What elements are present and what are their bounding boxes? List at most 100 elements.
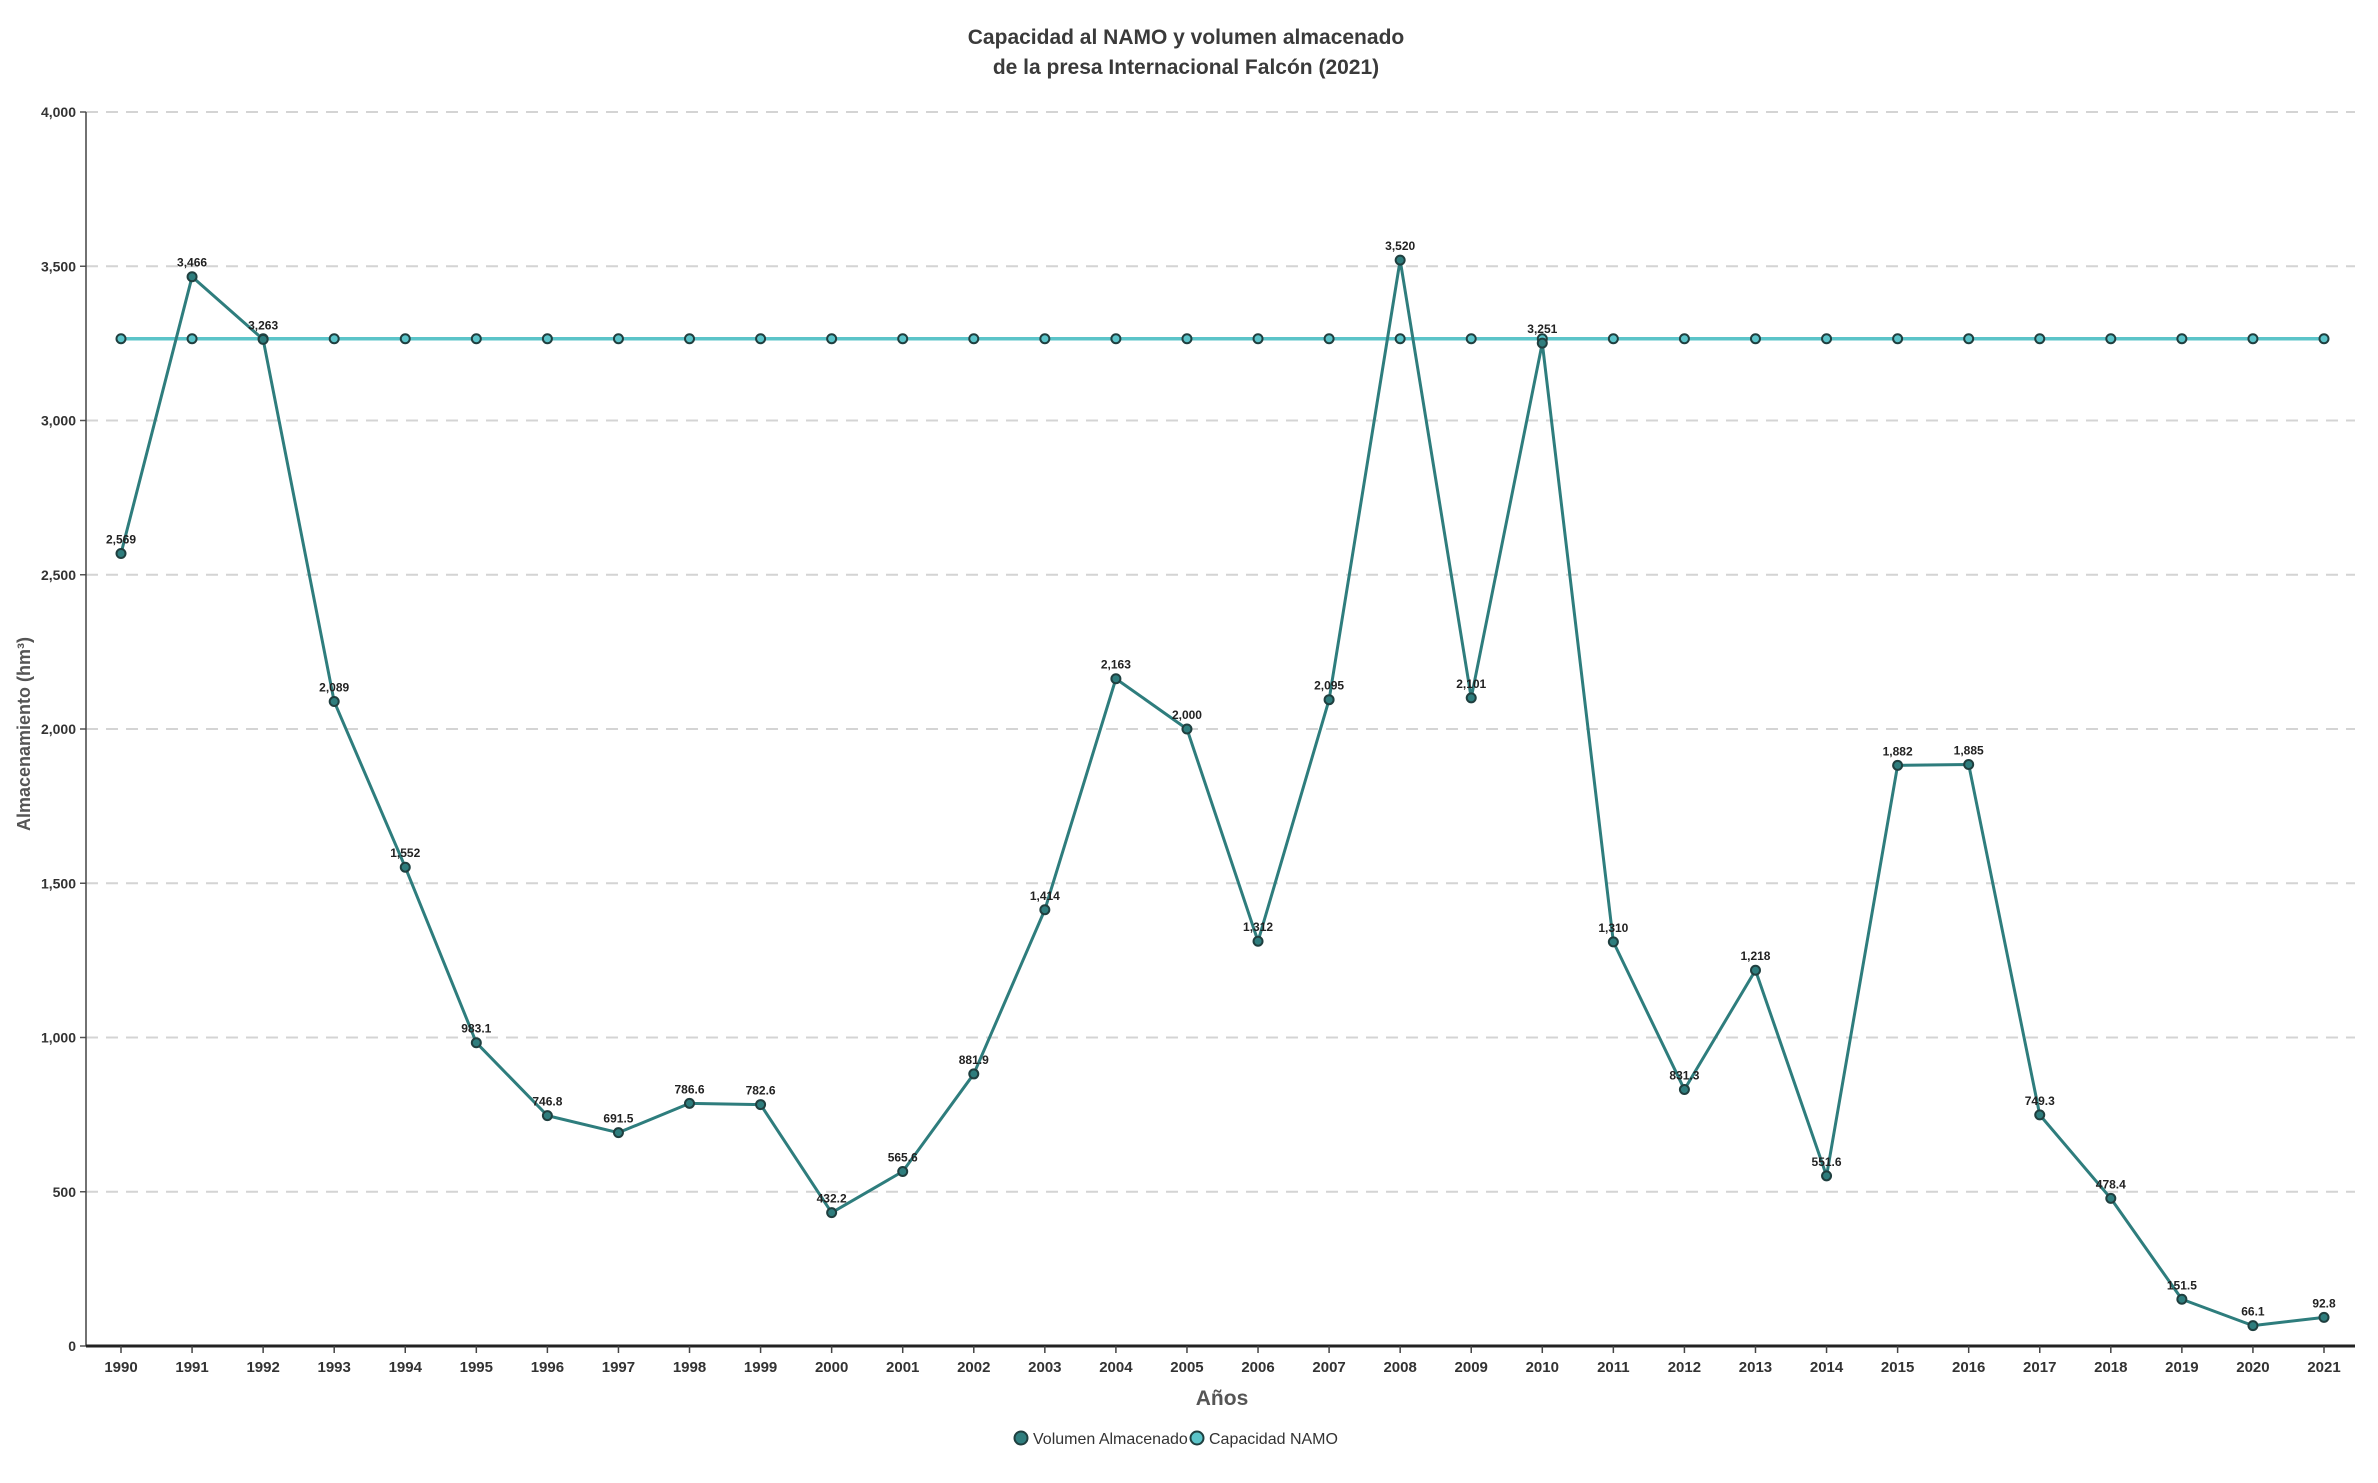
data-label: 551.6 [1812,1155,1842,1169]
grid-lines [86,111,2355,1193]
data-point-namo [1394,333,1406,345]
data-label: 2,095 [1314,679,1344,693]
y-tick-label: 0 [68,1338,76,1354]
y-tick-label: 2,000 [41,721,76,737]
data-point-volumen [541,1110,553,1122]
x-tick-label: 1997 [602,1359,635,1376]
x-tick-label: 2015 [1881,1359,1914,1376]
x-tick-label: 2006 [1241,1359,1274,1376]
data-label: 746.8 [532,1095,562,1109]
data-point-volumen [2176,1293,2188,1305]
x-tick-label: 2010 [1526,1359,1559,1376]
data-point-namo [1821,333,1833,345]
chart-title: Capacidad al NAMO y volumen almacenado [968,26,1404,49]
data-point-volumen [612,1127,624,1139]
data-point-namo [186,333,198,345]
data-label: 749.3 [2025,1094,2055,1108]
data-label: 831.3 [1669,1069,1699,1083]
data-label: 2,163 [1101,658,1131,672]
x-tick-label: 2005 [1170,1359,1203,1376]
data-point-namo [684,333,696,345]
x-tick-label: 2001 [886,1359,919,1376]
data-point-namo [1465,333,1477,345]
data-point-volumen [470,1037,482,1049]
data-label: 3,466 [177,256,207,270]
x-tick-label: 2000 [815,1359,848,1376]
data-label: 782.6 [746,1084,776,1098]
data-point-namo [541,333,553,345]
axes: 0 500 1,000 1,500 2,000 2,500 3,000 3,500 4,000 1… [41,104,2355,1376]
x-tick-label: 1994 [389,1359,423,1376]
x-tick-label: 2017 [2023,1359,2056,1376]
data-point-namo [1607,333,1619,345]
data-label: 881.9 [959,1053,989,1067]
x-tick-label: 2002 [957,1359,990,1376]
x-tick-label: 1999 [744,1359,777,1376]
data-point-volumen [2034,1109,2046,1121]
data-point-volumen [2247,1320,2259,1332]
legend-label-namo: Capacidad NAMO [1209,1431,1338,1448]
data-label: 1,552 [390,846,420,860]
data-label: 1,218 [1740,949,1770,963]
x-tick-label: 2007 [1312,1359,1345,1376]
data-point-volumen [115,547,127,559]
x-tick-label: 2021 [2307,1359,2340,1376]
data-label: 983.1 [461,1022,491,1036]
data-label: 786.6 [675,1082,705,1096]
data-point-namo [2034,333,2046,345]
data-point-volumen [1536,337,1548,349]
data-label: 1,882 [1883,744,1913,758]
data-point-namo [1323,333,1335,345]
data-point-namo [826,333,838,345]
data-point-namo [1252,333,1264,345]
y-axis-title: Almacenamiento (hm³) [14,637,34,831]
data-label: 1,312 [1243,920,1273,934]
data-point-namo [1678,333,1690,345]
data-point-namo [1181,333,1193,345]
x-tick-label: 1990 [104,1359,137,1376]
data-label: 2,101 [1456,677,1486,691]
x-tick-label: 2009 [1455,1359,1488,1376]
data-point-namo [2176,333,2188,345]
data-point-volumen [2105,1192,2117,1204]
data-label: 2,089 [319,681,349,695]
legend-marker-volumen [1013,1430,1029,1446]
data-label: 92.8 [2312,1296,2336,1310]
x-tick-label: 1998 [673,1359,706,1376]
legend: Volumen Almacenado Capacidad NAMO [1013,1430,1338,1448]
data-point-volumen [1181,723,1193,735]
data-point-namo [2105,333,2117,345]
data-point-volumen [826,1207,838,1219]
data-point-volumen [1963,758,1975,770]
data-point-volumen [1039,904,1051,916]
data-point-namo [328,333,340,345]
x-tick-label: 1992 [246,1359,279,1376]
x-tick-label: 2019 [2165,1359,2198,1376]
x-tick-label: 2003 [1028,1359,1061,1376]
y-tick-label: 4,000 [41,104,76,120]
x-tick-label: 2018 [2094,1359,2127,1376]
data-point-volumen [755,1099,767,1111]
data-point-volumen [1394,254,1406,266]
data-label: 1,414 [1030,889,1060,903]
data-point-namo [755,333,767,345]
data-point-namo [470,333,482,345]
chart-subtitle: de la presa Internacional Falcón (2021) [993,56,1379,79]
data-point-volumen [1678,1084,1690,1096]
data-point-volumen [1607,936,1619,948]
data-point-namo [1892,333,1904,345]
x-tick-label: 2008 [1383,1359,1416,1376]
data-label: 2,569 [106,532,136,546]
y-tick-label: 3,500 [41,258,76,274]
y-tick-label: 1,000 [41,1030,76,1046]
x-tick-label: 2020 [2236,1359,2269,1376]
data-point-volumen [399,861,411,873]
data-label: 1,885 [1954,743,1984,757]
data-point-volumen [2318,1311,2330,1323]
data-point-volumen [1892,759,1904,771]
data-label: 151.5 [2167,1278,2197,1292]
legend-marker-namo [1189,1430,1205,1446]
legend-label-volumen: Volumen Almacenado [1033,1431,1188,1448]
